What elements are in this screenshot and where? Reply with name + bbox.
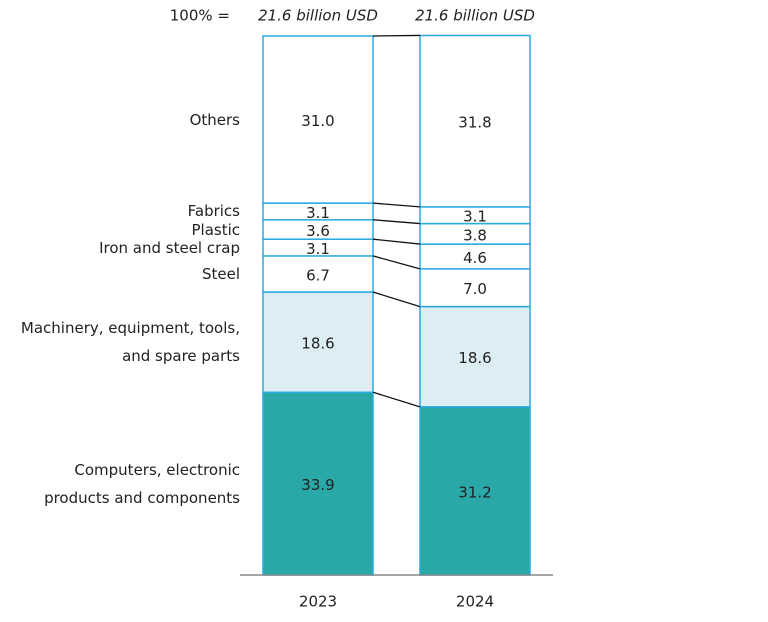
connector — [372, 391, 421, 408]
x-tick-label: 2023 — [299, 593, 337, 611]
value-label: 3.1 — [463, 208, 487, 226]
value-label: 18.6 — [458, 349, 491, 367]
value-label: 3.6 — [306, 222, 330, 240]
value-label: 6.7 — [306, 266, 330, 284]
value-label: 31.0 — [301, 112, 334, 130]
legend-label: Machinery, equipment, tools, and spare p… — [20, 319, 240, 366]
legend-label: Iron and steel crap — [99, 238, 240, 257]
value-label: 3.1 — [306, 204, 330, 222]
value-label: 4.6 — [463, 249, 487, 267]
bar-segment — [262, 291, 374, 394]
value-label: 3.8 — [463, 226, 487, 244]
bar-segment — [262, 391, 374, 576]
total: 21.6 billion USD — [415, 7, 535, 25]
value-label: 31.2 — [458, 483, 491, 501]
legend-label: Others — [189, 110, 240, 129]
bar-segment — [419, 305, 531, 408]
value-label: 33.9 — [301, 476, 334, 494]
legend-label: Fabrics — [187, 202, 240, 221]
connector — [372, 291, 421, 308]
value-label: 7.0 — [463, 280, 487, 298]
total-label: 100% = — [170, 7, 230, 25]
connector — [372, 219, 421, 225]
connector — [372, 34, 421, 37]
value-label: 3.1 — [306, 240, 330, 258]
legend-label: Plastic — [191, 220, 240, 239]
legend-label: Computers, electronic products and compo… — [44, 460, 240, 507]
value-label: 18.6 — [301, 335, 334, 353]
bar-segment — [419, 34, 531, 208]
bar-segment — [262, 35, 374, 204]
value-label: 31.8 — [458, 114, 491, 132]
x-tick-label: 2024 — [456, 593, 494, 611]
total: 21.6 billion USD — [258, 7, 378, 25]
legend-label: Steel — [201, 264, 240, 283]
connector — [372, 202, 421, 208]
connector — [372, 255, 421, 270]
bar-segment — [419, 243, 531, 270]
connector — [372, 238, 421, 245]
